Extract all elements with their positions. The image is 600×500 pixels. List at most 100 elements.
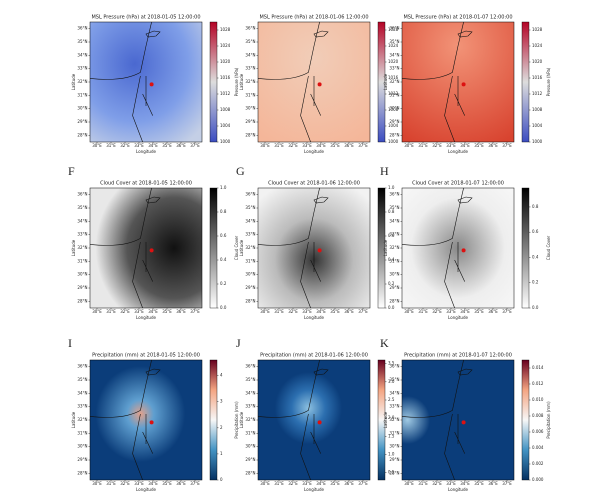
x-tick-label: 36°E xyxy=(344,309,354,314)
y-tick-label: 28°N xyxy=(245,470,255,475)
colorbar-tick-label: 1004 xyxy=(388,123,399,128)
x-tick-label: 35°E xyxy=(162,309,172,314)
y-tick-label: 31°N xyxy=(77,92,87,97)
x-tick-label: 34°E xyxy=(460,143,470,148)
x-tick-label: 35°E xyxy=(162,481,172,486)
x-tick-label: 31°E xyxy=(106,481,116,486)
cyprus xyxy=(145,196,161,204)
colorbar-tick-label: 2 xyxy=(220,425,223,430)
colorbar-tick-label: 0.0 xyxy=(220,305,227,310)
x-tick-label: 32°E xyxy=(288,481,298,486)
x-tick-label: 34°E xyxy=(460,481,470,486)
panels: MSL Pressure (hPa) at 2018-01-05 12:00:0… xyxy=(68,15,551,493)
site-marker xyxy=(317,82,322,87)
colorbar-tick-label: 1.5 xyxy=(388,433,395,438)
colorbar-tick-label: 0.6 xyxy=(532,229,539,234)
coastline xyxy=(257,359,321,481)
y-tick-label: 34°N xyxy=(77,390,87,395)
colorbar-tick-label: 1 xyxy=(220,451,223,456)
cyprus xyxy=(457,196,473,204)
y-tick-label: 28°N xyxy=(389,470,399,475)
x-tick-label: 31°E xyxy=(274,143,284,148)
y-tick-label: 34°N xyxy=(389,218,399,223)
panel-title: Precipitation (mm) at 2018-01-06 12:00:0… xyxy=(260,353,368,359)
x-tick-label: 37°E xyxy=(190,481,200,486)
y-tick-label: 33°N xyxy=(389,66,399,71)
coastline xyxy=(89,359,153,481)
colorbar-label: Cloud Cover xyxy=(234,235,239,260)
x-axis-label: Longitude xyxy=(448,487,468,492)
colorbar-tick-label: 0.012 xyxy=(532,381,544,386)
colorbar-tick-label: 0.002 xyxy=(532,461,544,466)
x-tick-label: 30°E xyxy=(92,143,102,148)
colorbar-tick-label: 1.0 xyxy=(388,452,395,457)
colorbar-tick-label: 1020 xyxy=(220,59,231,64)
y-axis-label: Latitude xyxy=(239,411,244,428)
x-tick-label: 34°E xyxy=(460,309,470,314)
y-tick-label: 29°N xyxy=(245,285,255,290)
y-tick-label: 32°N xyxy=(77,417,87,422)
colorbar-tick-label: 0.006 xyxy=(532,429,544,434)
x-tick-label: 34°E xyxy=(316,481,326,486)
colorbar xyxy=(521,187,530,309)
colorbar-tick-label: 1016 xyxy=(532,75,543,80)
y-tick-label: 29°N xyxy=(245,457,255,462)
x-tick-label: 31°E xyxy=(274,309,284,314)
colorbar-tick-label: 0.000 xyxy=(532,477,544,482)
x-tick-label: 33°E xyxy=(134,481,144,486)
y-tick-label: 32°N xyxy=(389,417,399,422)
y-tick-label: 29°N xyxy=(77,457,87,462)
cyprus xyxy=(313,30,329,38)
x-tick-label: 33°E xyxy=(446,309,456,314)
colorbar-tick-label: 0.8 xyxy=(220,209,227,214)
y-tick-label: 33°N xyxy=(77,66,87,71)
x-tick-label: 37°E xyxy=(190,143,200,148)
x-axis-label: Longitude xyxy=(304,149,324,154)
x-tick-label: 36°E xyxy=(344,481,354,486)
y-tick-label: 36°N xyxy=(245,192,255,197)
site-marker xyxy=(461,82,466,87)
colorbar-label: Cloud Cover xyxy=(546,235,551,260)
panel: J Precipitation (mm) at 2018-01-06 12:00:… xyxy=(236,336,407,492)
colorbar-tick-label: 1000 xyxy=(532,139,543,144)
colorbar-tick-label: 0.2 xyxy=(388,281,395,286)
panel: K Precipitation (mm) at 2018-01-07 12:00:… xyxy=(380,336,551,492)
colorbar-tick-label: 0.5 xyxy=(388,470,395,475)
x-tick-label: 30°E xyxy=(404,143,414,148)
panel-title: MSL Pressure (hPa) at 2018-01-05 12:00:0… xyxy=(91,15,200,21)
y-tick-label: 28°N xyxy=(77,470,87,475)
y-tick-label: 34°N xyxy=(77,52,87,57)
cyprus xyxy=(145,368,161,376)
x-tick-label: 37°E xyxy=(358,309,368,314)
x-tick-label: 37°E xyxy=(502,309,512,314)
x-tick-label: 33°E xyxy=(134,309,144,314)
y-tick-label: 35°N xyxy=(389,377,399,382)
colorbar-tick-label: 0.8 xyxy=(532,204,539,209)
colorbar-tick-label: 1028 xyxy=(388,27,399,32)
x-axis-label: Longitude xyxy=(136,315,156,320)
x-tick-label: 37°E xyxy=(358,143,368,148)
y-tick-label: 34°N xyxy=(245,218,255,223)
y-tick-label: 34°N xyxy=(77,218,87,223)
coastline xyxy=(257,187,321,309)
colorbar-tick-label: 0.6 xyxy=(220,233,227,238)
x-tick-label: 33°E xyxy=(446,481,456,486)
x-tick-label: 35°E xyxy=(162,143,172,148)
colorbar-tick-label: 1008 xyxy=(220,107,231,112)
y-tick-label: 34°N xyxy=(245,52,255,57)
colorbar-tick-label: 3.0 xyxy=(388,379,395,384)
x-tick-label: 36°E xyxy=(176,143,186,148)
panel-letter: I xyxy=(68,336,72,350)
colorbar-tick-label: 1004 xyxy=(220,123,231,128)
x-tick-label: 37°E xyxy=(502,481,512,486)
x-axis-label: Longitude xyxy=(304,315,324,320)
y-tick-label: 33°N xyxy=(245,66,255,71)
site-marker xyxy=(317,248,322,253)
site-marker xyxy=(461,420,466,425)
colorbar-label: Precipitation (mm) xyxy=(546,401,551,439)
coastline xyxy=(401,21,465,143)
panel-title: Cloud Cover at 2018-01-07 12:00:00 xyxy=(412,181,504,187)
y-tick-label: 36°N xyxy=(245,364,255,369)
x-tick-label: 36°E xyxy=(176,481,186,486)
x-tick-label: 30°E xyxy=(92,309,102,314)
